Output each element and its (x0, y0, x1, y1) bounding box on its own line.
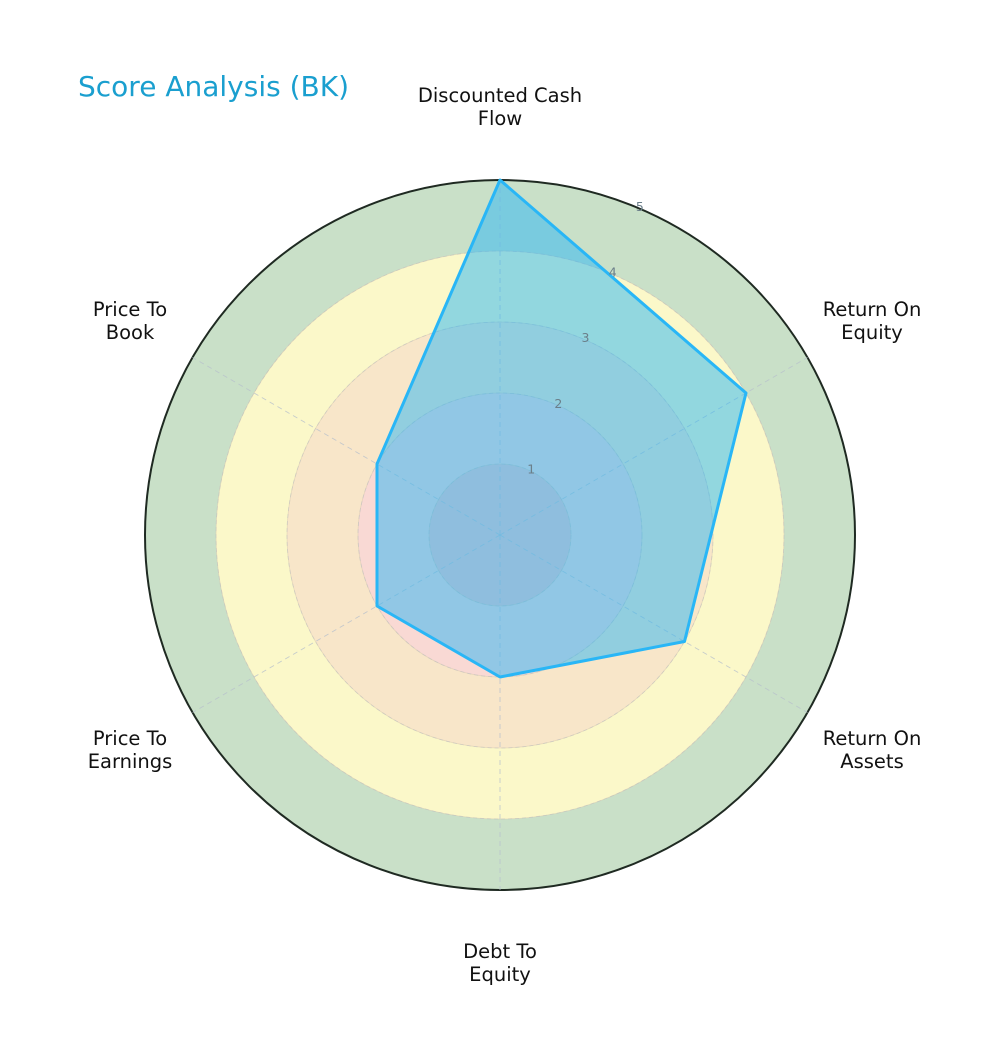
axis-label-debt-to-equity: Debt To Equity (463, 940, 537, 986)
axis-label-return-on-equity: Return On Equity (823, 298, 922, 344)
axis-label-return-on-assets: Return On Assets (823, 727, 922, 773)
axis-label-discounted-cash-flow: Discounted Cash Flow (418, 84, 582, 130)
radial-tick-label: 4 (609, 265, 617, 280)
series-polygon (375, 178, 748, 679)
chart-title: Score Analysis (BK) (78, 70, 350, 103)
radial-tick-label: 3 (582, 330, 590, 345)
axis-label-price-to-earnings: Price To Earnings (88, 727, 173, 773)
axis-label-price-to-book: Price To Book (93, 298, 167, 344)
radial-tick-label: 2 (554, 396, 562, 411)
radial-tick-label: 1 (527, 461, 535, 476)
radial-tick-label: 5 (636, 199, 644, 214)
